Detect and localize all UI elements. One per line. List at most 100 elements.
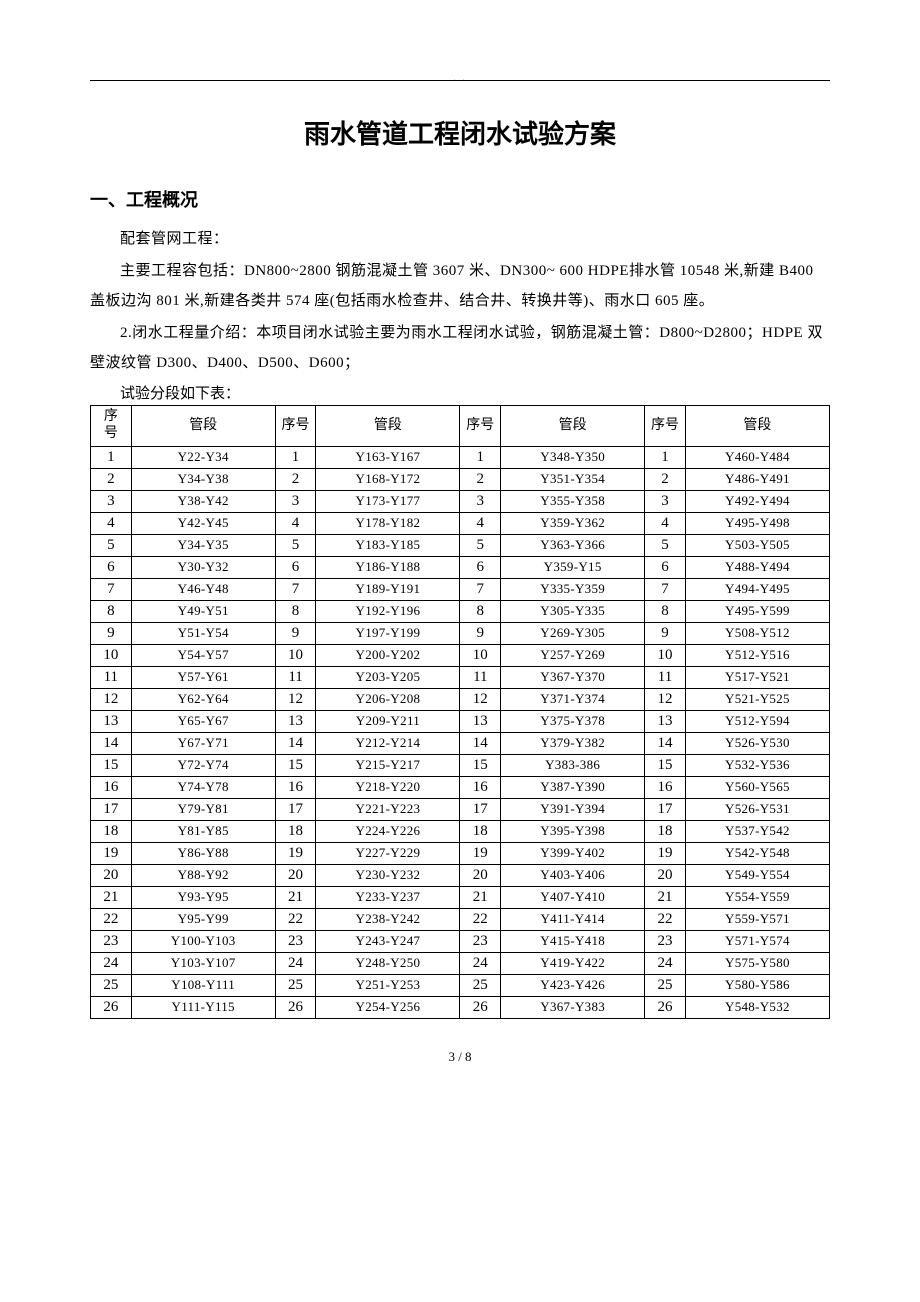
seq-cell: 16 [275,776,316,798]
segment-cell: Y407-Y410 [501,886,645,908]
seq-cell: 1 [645,446,686,468]
segment-cell: Y212-Y214 [316,732,460,754]
table-row: 5Y34-Y355Y183-Y1855Y363-Y3665Y503-Y505 [91,534,830,556]
table-row: 19Y86-Y8819Y227-Y22919Y399-Y40219Y542-Y5… [91,842,830,864]
seq-cell: 6 [645,556,686,578]
seq-cell: 2 [645,468,686,490]
segment-cell: Y395-Y398 [501,820,645,842]
table-row: 13Y65-Y6713Y209-Y21113Y375-Y37813Y512-Y5… [91,710,830,732]
seq-cell: 15 [91,754,132,776]
table-header-seg-4: 管段 [685,406,829,447]
segment-cell: Y34-Y35 [131,534,275,556]
segment-cell: Y34-Y38 [131,468,275,490]
seq-cell: 3 [460,490,501,512]
segment-cell: Y81-Y85 [131,820,275,842]
segment-cell: Y371-Y374 [501,688,645,710]
seq-cell: 25 [275,974,316,996]
segment-cell: Y163-Y167 [316,446,460,468]
seq-cell: 22 [460,908,501,930]
seq-cell: 24 [460,952,501,974]
seq-cell: 18 [275,820,316,842]
seq-cell: 19 [275,842,316,864]
segment-cell: Y224-Y226 [316,820,460,842]
segment-cell: Y93-Y95 [131,886,275,908]
table-row: 3Y38-Y423Y173-Y1773Y355-Y3583Y492-Y494 [91,490,830,512]
segment-cell: Y30-Y32 [131,556,275,578]
seq-cell: 3 [275,490,316,512]
segment-cell: Y65-Y67 [131,710,275,732]
seq-cell: 20 [275,864,316,886]
segment-cell: Y74-Y78 [131,776,275,798]
seq-cell: 15 [645,754,686,776]
seq-cell: 2 [460,468,501,490]
seq-cell: 25 [91,974,132,996]
table-body: 1Y22-Y341Y163-Y1671Y348-Y3501Y460-Y4842Y… [91,446,830,1018]
table-row: 1Y22-Y341Y163-Y1671Y348-Y3501Y460-Y484 [91,446,830,468]
table-header-seq-1: 序号 [91,406,132,447]
table-header-seg-3: 管段 [501,406,645,447]
seq-cell: 23 [645,930,686,952]
seq-cell: 4 [275,512,316,534]
segment-cell: Y526-Y530 [685,732,829,754]
seq-cell: 6 [91,556,132,578]
segment-cell: Y559-Y571 [685,908,829,930]
seq-cell: 23 [460,930,501,952]
segment-cell: Y387-Y390 [501,776,645,798]
segment-cell: Y54-Y57 [131,644,275,666]
seq-cell: 20 [645,864,686,886]
seq-cell: 16 [91,776,132,798]
seq-cell: 5 [460,534,501,556]
seq-cell: 9 [275,622,316,644]
segment-cell: Y72-Y74 [131,754,275,776]
seq-cell: 22 [275,908,316,930]
segment-cell: Y383-386 [501,754,645,776]
seq-cell: 8 [645,600,686,622]
table-header-seq-4: 序号 [645,406,686,447]
seq-cell: 21 [91,886,132,908]
seq-cell: 10 [91,644,132,666]
seq-cell: 13 [91,710,132,732]
segment-cell: Y215-Y217 [316,754,460,776]
segment-cell: Y367-Y370 [501,666,645,688]
segment-cell: Y86-Y88 [131,842,275,864]
segment-cell: Y560-Y565 [685,776,829,798]
seq-cell: 11 [645,666,686,688]
segment-cell: Y79-Y81 [131,798,275,820]
table-row: 7Y46-Y487Y189-Y1917Y335-Y3597Y494-Y495 [91,578,830,600]
segment-cell: Y254-Y256 [316,996,460,1018]
header-rule [90,80,830,81]
seq-cell: 7 [91,578,132,600]
seq-cell: 25 [645,974,686,996]
segment-cell: Y46-Y48 [131,578,275,600]
segment-cell: Y227-Y229 [316,842,460,864]
seq-cell: 26 [275,996,316,1018]
seq-cell: 2 [91,468,132,490]
segment-cell: Y269-Y305 [501,622,645,644]
table-row: 20Y88-Y9220Y230-Y23220Y403-Y40620Y549-Y5… [91,864,830,886]
segment-cell: Y243-Y247 [316,930,460,952]
table-row: 12Y62-Y6412Y206-Y20812Y371-Y37412Y521-Y5… [91,688,830,710]
segment-cell: Y62-Y64 [131,688,275,710]
segment-cell: Y200-Y202 [316,644,460,666]
header-marker: . . [90,73,830,84]
seq-cell: 5 [275,534,316,556]
segment-cell: Y517-Y521 [685,666,829,688]
seq-cell: 25 [460,974,501,996]
segment-cell: Y233-Y237 [316,886,460,908]
segment-cell: Y399-Y402 [501,842,645,864]
table-row: 16Y74-Y7816Y218-Y22016Y387-Y39016Y560-Y5… [91,776,830,798]
segment-cell: Y251-Y253 [316,974,460,996]
seq-cell: 4 [645,512,686,534]
segment-cell: Y379-Y382 [501,732,645,754]
segment-cell: Y512-Y516 [685,644,829,666]
segment-cell: Y103-Y107 [131,952,275,974]
table-row: 18Y81-Y8518Y224-Y22618Y395-Y39818Y537-Y5… [91,820,830,842]
seq-cell: 10 [460,644,501,666]
segment-cell: Y178-Y182 [316,512,460,534]
seq-cell: 3 [91,490,132,512]
seq-cell: 22 [91,908,132,930]
seq-cell: 13 [275,710,316,732]
segment-cell: Y111-Y115 [131,996,275,1018]
segment-cell: Y95-Y99 [131,908,275,930]
seq-cell: 10 [275,644,316,666]
